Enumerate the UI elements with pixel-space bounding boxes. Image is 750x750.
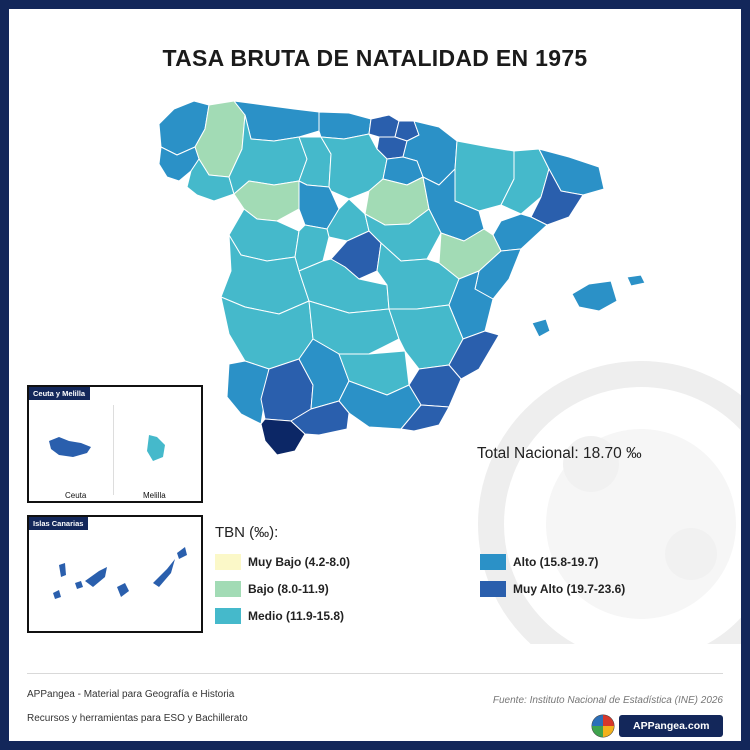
footer-line-1: APPangea - Material para Geografía e His…	[27, 689, 235, 700]
island-lanzarote	[177, 547, 187, 559]
inset-divider	[113, 405, 114, 495]
legend-label: Alto (15.8-19.7)	[513, 555, 599, 569]
footer-line-2: Recursos y herramientas para ESO y Bachi…	[27, 713, 248, 724]
island-fuerteventura	[153, 559, 175, 587]
legend-item-muy-alto: Muy Alto (19.7-23.6)	[480, 581, 625, 597]
legend-swatch	[215, 581, 241, 597]
ceuta-shape	[49, 437, 91, 457]
brand-link[interactable]: APPangea.com	[619, 715, 724, 737]
national-total: Total Nacional: 18.70 ‰	[477, 445, 642, 462]
province-menorca	[626, 274, 646, 287]
legend-title: TBN (‰):	[215, 524, 279, 541]
ceuta-label: Ceuta	[65, 491, 87, 500]
island-la-gomera	[75, 581, 83, 589]
legend-item-bajo: Bajo (8.0-11.9)	[215, 581, 329, 597]
legend-swatch	[480, 581, 506, 597]
melilla-shape	[147, 435, 165, 461]
inset-canarias: Islas Canarias	[27, 515, 203, 633]
province-ibiza	[531, 318, 551, 338]
puzzle-watermark-icon	[478, 361, 741, 644]
province-barcelona	[530, 168, 584, 226]
province-mallorca	[571, 280, 618, 312]
melilla-label: Melilla	[143, 491, 166, 500]
island-tenerife	[85, 567, 107, 587]
province-vizcaya	[368, 114, 400, 138]
page-title: TASA BRUTA DE NATALIDAD EN 1975	[162, 45, 588, 71]
legend-swatch	[215, 608, 241, 624]
province-cadiz	[260, 418, 306, 456]
island-el-hierro	[53, 590, 61, 599]
province-malaga	[290, 400, 350, 436]
legend-swatch	[215, 554, 241, 570]
inset-ceuta-melilla: Ceuta y Melilla Ceuta Melilla	[27, 385, 203, 503]
canarias-shapes	[53, 547, 187, 599]
legend-item-medio: Medio (11.9-15.8)	[215, 608, 344, 624]
legend-item-muy-bajo: Muy Bajo (4.2-8.0)	[215, 554, 350, 570]
legend-label: Bajo (8.0-11.9)	[248, 582, 329, 596]
inset-title-canarias: Islas Canarias	[29, 517, 89, 530]
province-guadalajara	[364, 208, 442, 262]
source-note: Fuente: Instituto Nacional de Estadístic…	[492, 695, 723, 706]
legend-label: Muy Bajo (4.2-8.0)	[248, 555, 351, 569]
brand-badge[interactable]: APPangea.com	[591, 714, 724, 738]
appangea-logo-icon	[591, 714, 615, 738]
spain-map	[158, 100, 646, 456]
inset-title-ceuta-melilla: Ceuta y Melilla	[29, 387, 91, 400]
legend-item-alto: Alto (15.8-19.7)	[480, 554, 598, 570]
legend-swatch	[480, 554, 506, 570]
ceuta-melilla-shapes	[49, 435, 165, 461]
island-gran-canaria	[117, 583, 129, 597]
island-la-palma	[59, 563, 66, 577]
legend-label: Medio (11.9-15.8)	[248, 609, 345, 623]
footer-divider	[27, 673, 723, 674]
legend-label: Muy Alto (19.7-23.6)	[513, 582, 626, 596]
province-almeria	[400, 404, 450, 432]
